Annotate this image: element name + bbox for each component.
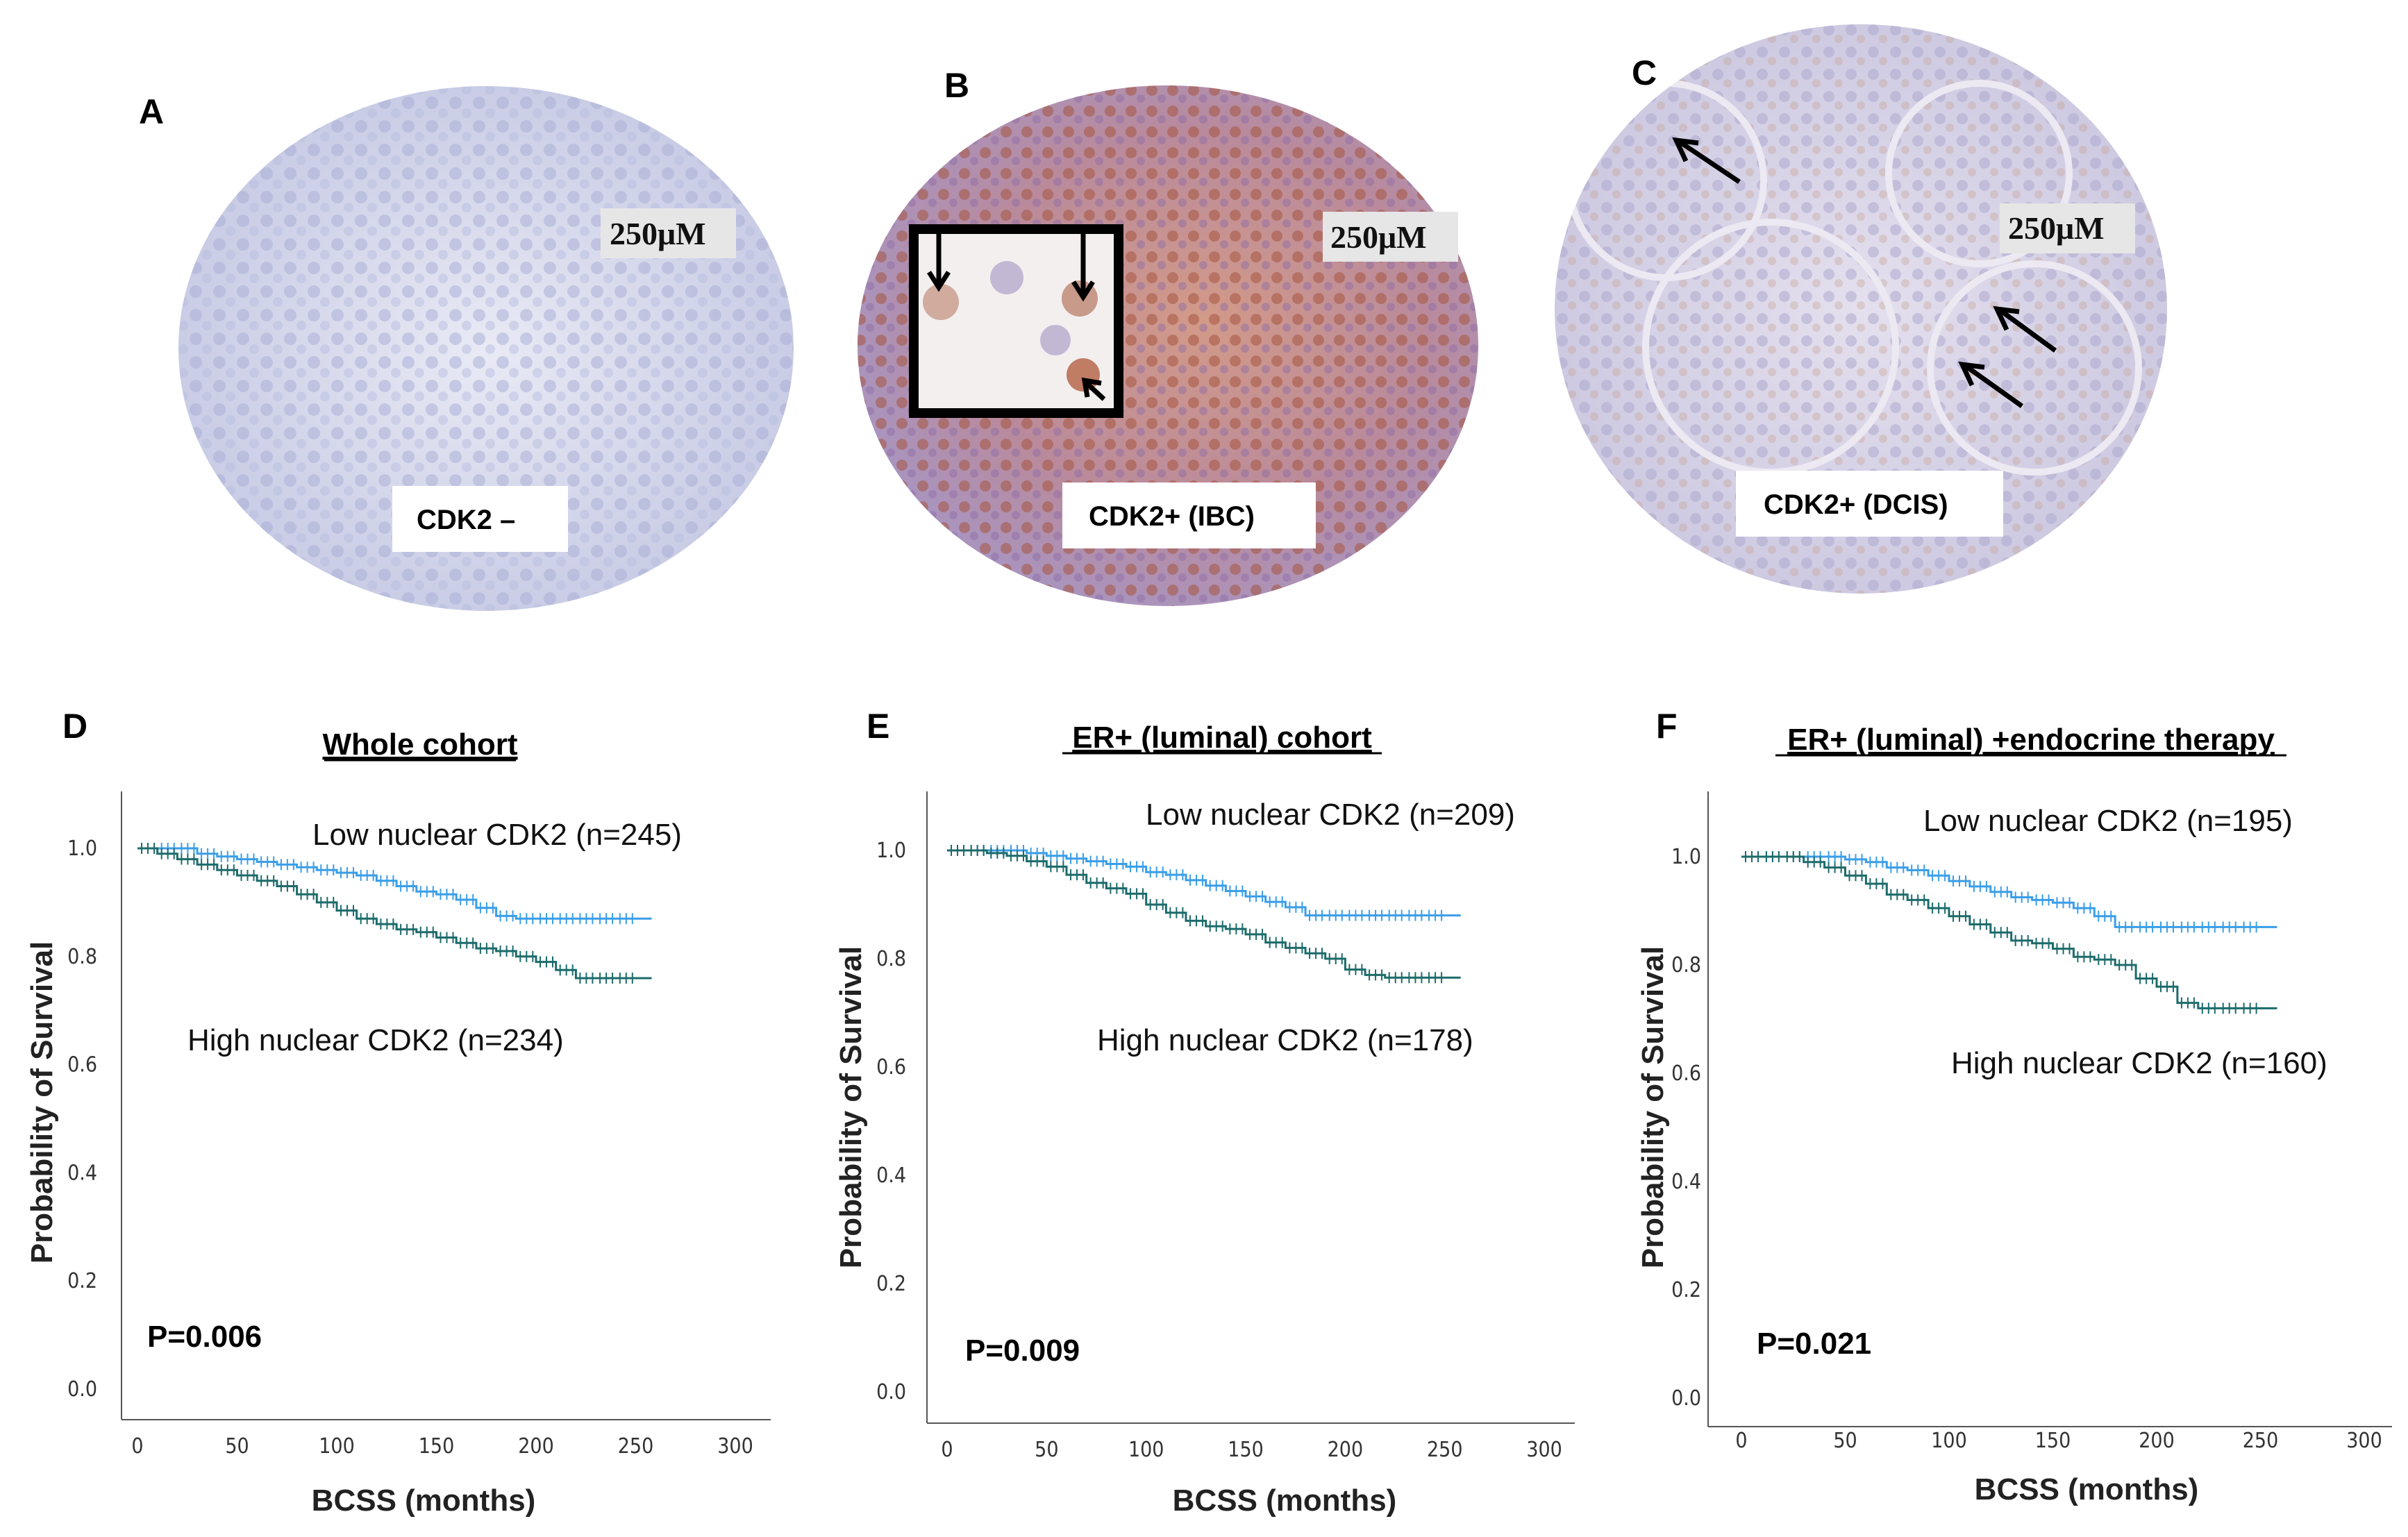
scale-bar-label-c: 250μM: [2008, 210, 2105, 246]
x-tick-label: 150: [2035, 1429, 2071, 1453]
panel-b: B 250μM CDK2+ (IBC): [858, 66, 1478, 606]
km-curve-low: [137, 847, 652, 920]
y-tick-label: 0.4: [876, 1164, 906, 1188]
km-curve-high: [137, 847, 652, 980]
y-tick-label: 0.8: [67, 945, 97, 969]
stain-label-box-b: [1062, 482, 1316, 548]
y-tick-label: 0.0: [67, 1377, 97, 1402]
p-value: P=0.006: [147, 1320, 262, 1354]
km-curve-low: [1741, 855, 2277, 928]
panel-letter-e: E: [867, 707, 889, 746]
km-curve-high: [947, 849, 1461, 979]
y-tick-label: 0.4: [1671, 1170, 1701, 1194]
x-tick-label: 200: [518, 1434, 554, 1459]
chart-title: ER+ (luminal) +endocrine therapy: [1787, 723, 2275, 757]
km-chart-e: E ER+ (luminal) cohort 0.0 0.2 0.4 0.6 0.8 1.0 0…: [834, 707, 1575, 1518]
x-tick-label: 150: [1228, 1438, 1264, 1462]
stain-label-box-c: [1736, 471, 2003, 537]
x-tick-label: 300: [2346, 1429, 2382, 1453]
series-label-low: Low nuclear CDK2 (n=195): [1923, 804, 2293, 838]
dcis-arrows: [1672, 137, 2057, 408]
panel-a: A 250μM CDK2 –: [139, 86, 794, 611]
x-tick-label: 100: [1931, 1429, 1967, 1453]
series-label-low: Low nuclear CDK2 (n=209): [1146, 798, 1515, 832]
stain-label-box-a: [392, 486, 568, 552]
y-tick-label: 0.8: [876, 947, 906, 971]
scale-bar-label-a: 250μM: [610, 216, 706, 251]
x-tick-label: 50: [225, 1434, 249, 1459]
km-chart-f: F ER+ (luminal) +endocrine therapy 0.0 0.2 0…: [1636, 707, 2392, 1506]
x-tick-label: 300: [1526, 1438, 1562, 1462]
y-tick-label: 0.6: [876, 1055, 906, 1080]
series-label-low: Low nuclear CDK2 (n=245): [312, 818, 682, 852]
x-axis-label: BCSS (months): [312, 1484, 536, 1518]
y-tick-label: 0.0: [876, 1380, 906, 1404]
chart-title: Whole cohort: [322, 728, 517, 762]
y-tick-label: 0.8: [1671, 953, 1701, 977]
p-value: P=0.009: [965, 1334, 1080, 1368]
series-label-high: High nuclear CDK2 (n=160): [1951, 1046, 2327, 1080]
x-tick-label: 0: [1735, 1429, 1747, 1453]
x-tick-label: 200: [1328, 1438, 1364, 1462]
y-tick-label: 1.0: [1671, 845, 1701, 869]
y-tick-label: 0.6: [67, 1053, 97, 1077]
x-tick-label: 250: [618, 1434, 654, 1459]
y-axis-label: Probability of Survival: [834, 946, 868, 1269]
y-tick-label: 0.6: [1671, 1061, 1701, 1086]
y-tick-label: 1.0: [67, 837, 97, 861]
km-charts: D Whole cohort 0.0 0.2 0.4 0.6 0.8 1.0 0 50 100 150…: [25, 707, 2392, 1518]
scale-bar-box-b: [1323, 212, 1458, 262]
y-tick-label: 0.4: [67, 1161, 97, 1185]
km-curve-low: [947, 849, 1461, 917]
tissue-image-a: [178, 86, 794, 611]
panel-letter-f: F: [1656, 707, 1678, 746]
panel-c: C 250μM CDK2+ (DCIS): [1555, 24, 2167, 594]
y-axis-label: Probability of Survival: [1636, 946, 1670, 1269]
km-curve-high: [1741, 855, 2277, 1009]
x-tick-label: 150: [419, 1434, 455, 1459]
inset-arrows: [927, 233, 1106, 401]
x-tick-label: 250: [2243, 1429, 2279, 1453]
x-tick-label: 250: [1427, 1438, 1463, 1462]
x-tick-label: 0: [131, 1434, 143, 1459]
x-tick-label: 100: [319, 1434, 355, 1459]
x-axis-label: BCSS (months): [1173, 1484, 1397, 1518]
p-value: P=0.021: [1757, 1327, 1871, 1361]
y-tick-label: 0.2: [67, 1269, 97, 1293]
panel-letter-b: B: [944, 66, 969, 105]
x-tick-label: 300: [717, 1434, 753, 1459]
x-tick-label: 200: [2139, 1429, 2175, 1453]
stain-label-c: CDK2+ (DCIS): [1764, 489, 1948, 520]
scale-bar-box-c: [2000, 203, 2135, 253]
stain-label-a: CDK2 –: [417, 505, 515, 535]
x-axis-label: BCSS (months): [1975, 1472, 2199, 1506]
y-tick-label: 0.2: [876, 1272, 906, 1296]
km-chart-d: D Whole cohort 0.0 0.2 0.4 0.6 0.8 1.0 0 50 100 150…: [25, 707, 771, 1518]
chart-title: ER+ (luminal) cohort: [1072, 721, 1372, 755]
y-tick-label: 1.0: [876, 839, 906, 863]
x-tick-label: 0: [941, 1438, 953, 1462]
stain-label-b: CDK2+ (IBC): [1089, 501, 1255, 532]
panel-letter-a: A: [139, 92, 164, 131]
y-tick-label: 0.2: [1671, 1278, 1701, 1302]
y-axis-label: Probability of Survival: [25, 941, 59, 1264]
panel-letter-c: C: [1632, 53, 1657, 92]
series-label-high: High nuclear CDK2 (n=178): [1097, 1023, 1473, 1057]
x-tick-label: 50: [1833, 1429, 1857, 1453]
scale-bar-label-b: 250μM: [1330, 219, 1427, 255]
series-label-high: High nuclear CDK2 (n=234): [187, 1023, 564, 1057]
panel-letter-d: D: [62, 707, 87, 746]
y-tick-label: 0.0: [1671, 1386, 1701, 1411]
x-tick-label: 100: [1128, 1438, 1164, 1462]
x-tick-label: 50: [1035, 1438, 1058, 1462]
scale-bar-box-a: [601, 208, 736, 258]
